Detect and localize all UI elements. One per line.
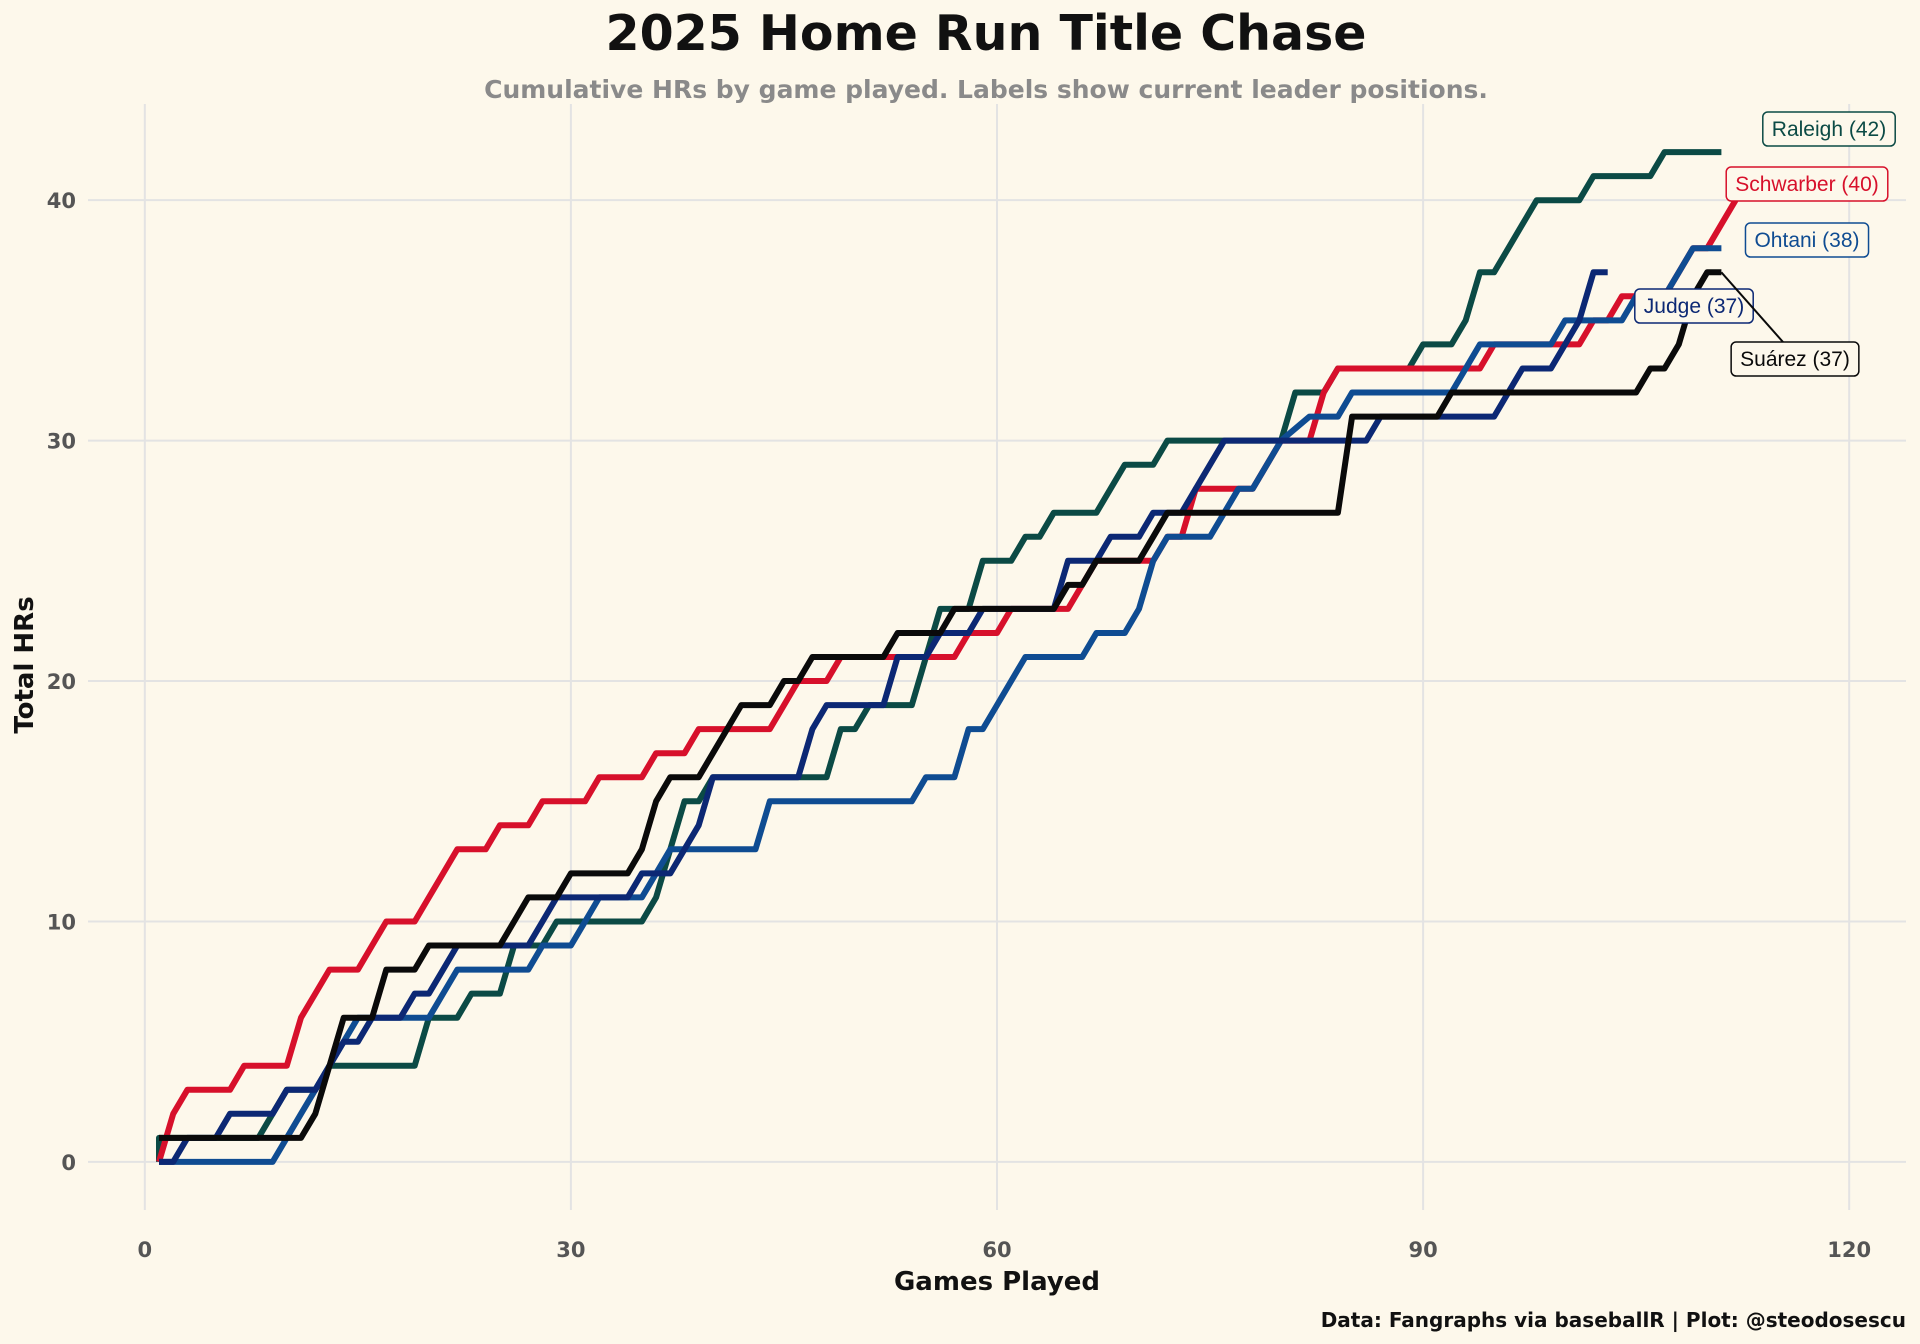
grid	[88, 104, 1906, 1210]
series-label-raleigh: Raleigh (42)	[1762, 111, 1896, 147]
y-tick-label: 20	[47, 670, 76, 694]
series-line-ohtani	[159, 245, 1722, 1165]
x-axis-title: Games Played	[894, 1267, 1100, 1297]
x-tick-label: 90	[1408, 1238, 1437, 1262]
label-box	[1634, 288, 1754, 324]
label-box	[1725, 166, 1889, 202]
series-label-text: Suárez (37)	[1740, 348, 1850, 371]
series-labels: Raleigh (42) Schwarber (40) Ohtani (38) Jud…	[1634, 111, 1896, 377]
y-tick-label: 30	[47, 430, 76, 454]
chart-title: 2025 Home Run Title Chase	[605, 5, 1366, 62]
series-lines	[156, 149, 1739, 1165]
series-label-text: Judge (37)	[1644, 295, 1744, 318]
y-tick-label: 40	[47, 189, 76, 213]
axis-ticks: 0 30 60 90 120 0 10 20 30 40	[47, 189, 1871, 1262]
series-label-surez: Suárez (37)	[1720, 271, 1860, 377]
label-box	[1730, 341, 1860, 377]
series-line-raleigh	[156, 149, 1722, 1162]
series-label-text: Schwarber (40)	[1735, 173, 1879, 196]
chart-caption: Data: Fangraphs via baseballR | Plot: @s…	[1321, 1308, 1906, 1332]
label-box	[1762, 111, 1896, 147]
y-axis-title: Total HRs	[10, 596, 40, 733]
x-tick-label: 30	[556, 1238, 585, 1262]
x-tick-label: 0	[138, 1238, 153, 1262]
series-line-judge	[159, 269, 1608, 1165]
x-tick-label: 120	[1827, 1238, 1871, 1262]
y-tick-label: 0	[61, 1151, 76, 1175]
x-tick-label: 60	[982, 1238, 1011, 1262]
series-line-surez	[159, 269, 1722, 1141]
label-box	[1744, 222, 1870, 258]
chart-subtitle: Cumulative HRs by game played. Labels sh…	[484, 75, 1488, 104]
series-label-text: Ohtani (38)	[1754, 229, 1859, 252]
label-leader-line	[1720, 271, 1784, 343]
series-label-text: Raleigh (42)	[1772, 118, 1886, 141]
y-tick-label: 10	[47, 910, 76, 934]
series-label-schwarber: Schwarber (40)	[1725, 166, 1889, 202]
series-label-ohtani: Ohtani (38)	[1744, 222, 1870, 258]
series-label-judge: Judge (37)	[1634, 288, 1754, 324]
